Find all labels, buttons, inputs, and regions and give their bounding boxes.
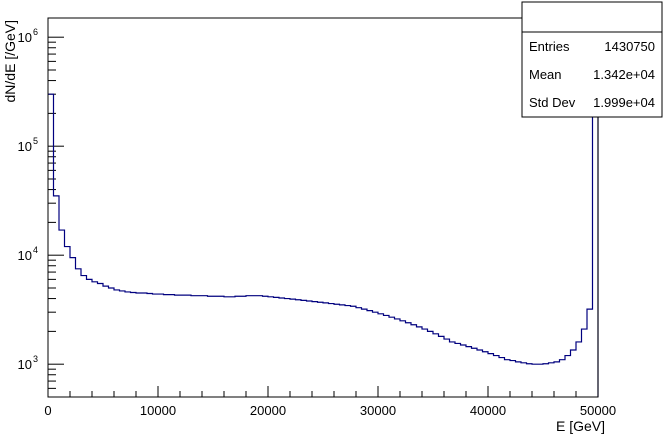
stats-label-mean: Mean bbox=[529, 67, 562, 82]
axis-ticks bbox=[47, 36, 599, 398]
y-tick-base: 10 bbox=[18, 248, 32, 263]
y-axis-label: dN/dE [/GeV] bbox=[2, 20, 18, 102]
stats-value-stddev: 1.999e+04 bbox=[593, 95, 655, 110]
y-tick-label: 10 4 bbox=[18, 245, 38, 263]
x-tick-labels: 0 10000 20000 30000 40000 50000 bbox=[44, 403, 616, 418]
stats-box-frame bbox=[521, 1, 663, 118]
plot-frame bbox=[47, 17, 599, 398]
x-tick-label: 50000 bbox=[580, 403, 616, 418]
y-tick-base: 10 bbox=[18, 357, 32, 372]
histogram-line bbox=[48, 53, 599, 397]
y-tick-exponent: 4 bbox=[33, 245, 38, 255]
y-tick-exponent: 5 bbox=[33, 136, 38, 146]
x-tick-label: 30000 bbox=[360, 403, 396, 418]
stats-value-entries: 1430750 bbox=[604, 39, 655, 54]
y-tick-base: 10 bbox=[18, 139, 32, 154]
y-tick-exponent: 3 bbox=[33, 354, 38, 364]
x-tick-label: 0 bbox=[44, 403, 51, 418]
stats-label-stddev: Std Dev bbox=[529, 95, 576, 110]
stats-label-entries: Entries bbox=[529, 39, 570, 54]
stats-box: Entries 1430750 Mean 1.342e+04 Std Dev 1… bbox=[521, 1, 663, 118]
y-tick-label: 10 5 bbox=[18, 136, 38, 154]
x-tick-label: 40000 bbox=[470, 403, 506, 418]
y-tick-base: 10 bbox=[18, 30, 32, 45]
y-tick-label: 10 6 bbox=[18, 27, 38, 45]
y-tick-label: 10 3 bbox=[18, 354, 38, 372]
stats-value-mean: 1.342e+04 bbox=[593, 67, 655, 82]
x-axis-label: E [GeV] bbox=[556, 418, 605, 434]
y-tick-exponent: 6 bbox=[33, 27, 38, 37]
x-tick-label: 20000 bbox=[250, 403, 286, 418]
x-tick-label: 10000 bbox=[140, 403, 176, 418]
